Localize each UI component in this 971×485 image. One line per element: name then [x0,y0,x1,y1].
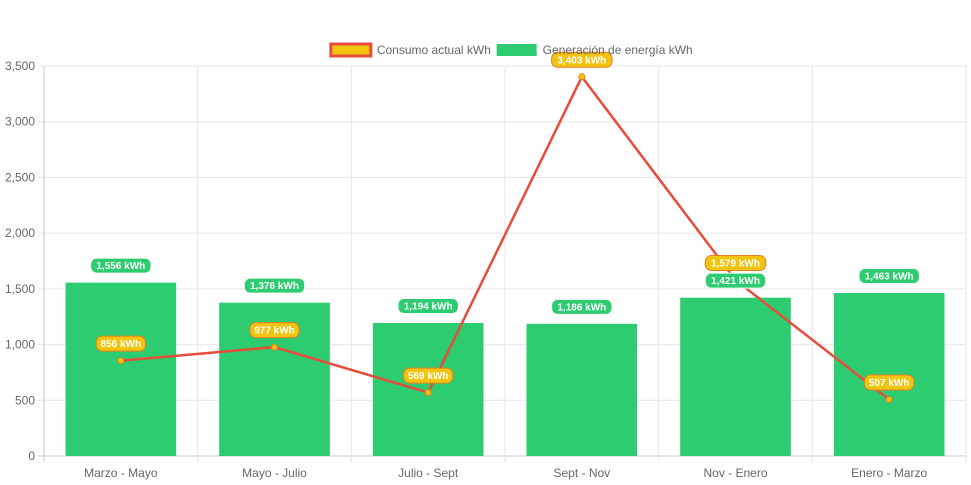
bar-data-label-bg [243,277,306,294]
x-tick-label: Julio - Sept [398,466,459,480]
line-data-label-bg [403,367,454,384]
line-path [120,75,890,401]
data-labels: 1,556 kWh 1,376 kWh 1,194 kWh 1,186 kWh 1,42… [90,51,920,391]
x-tick-label: Marzo - Mayo [84,466,158,480]
y-tick-label: 3,500 [5,59,35,73]
line-data-label-bg [95,335,146,352]
grid [38,65,967,462]
x-tick-label: Mayo - Julio [242,466,307,480]
bar-data-label: 1,463 kWh [865,271,914,282]
y-tick-label: 1,000 [5,338,35,352]
bar[interactable] [65,282,177,456]
bar-data-label: 1,421 kWh [711,276,760,287]
line-point[interactable] [578,73,586,81]
y-tick-label: 500 [15,393,35,407]
bar-series [65,282,945,456]
y-axis: 0 500 1,000 1,500 2,000 2,500 3,000 3,500 [5,59,35,463]
bar-data-label-bg [704,272,767,289]
bar[interactable] [833,292,945,456]
line-data-label-bg [551,51,613,68]
bar-data-label: 1,194 kWh [404,301,453,312]
bar-data-label-bg [858,267,920,284]
y-tick-label: 2,500 [5,170,35,184]
legend-swatch[interactable] [329,42,373,58]
line-data-label-bg [249,322,300,339]
x-tick-label: Enero - Marzo [851,466,927,480]
line-data-label: 569 kWh [408,371,449,382]
legend-label[interactable]: Generación de energía kWh [543,43,693,57]
line-data-label: 507 kWh [869,378,910,389]
bar-data-label-bg [90,257,152,274]
bar[interactable] [680,297,791,456]
legend: Consumo actual kWh Generación de energía … [329,42,693,58]
y-tick-label: 3,000 [5,115,35,129]
line-point[interactable] [117,357,125,365]
x-tick-label: Nov - Enero [703,466,767,480]
line-data-label: 977 kWh [254,326,295,337]
line-data-label: 856 kWh [101,339,142,350]
y-tick-label: 0 [28,449,35,463]
legend-label[interactable]: Consumo actual kWh [377,43,491,57]
bar-data-label-bg [551,298,613,315]
y-tick-label: 2,000 [5,226,35,240]
line-data-label: 3,403 kWh [557,55,606,66]
legend-swatch[interactable] [496,44,537,56]
line-point[interactable] [424,389,432,397]
bar[interactable] [526,323,638,456]
bar-data-label-bg [397,297,459,314]
line-point[interactable] [271,343,278,351]
line-data-label-bg [704,255,767,272]
bar-data-label: 1,186 kWh [557,302,606,313]
y-tick-label: 1,500 [5,282,35,296]
x-axis: Marzo - Mayo Mayo - Julio Julio - Sept Sept… [84,466,927,480]
bar-data-label: 1,556 kWh [96,261,145,272]
line-point[interactable] [885,396,893,404]
x-tick-label: Sept - Nov [553,466,610,480]
line-data-label: 1,579 kWh [711,259,760,270]
bar-data-label: 1,376 kWh [250,281,299,292]
line-data-label-bg [864,374,915,391]
